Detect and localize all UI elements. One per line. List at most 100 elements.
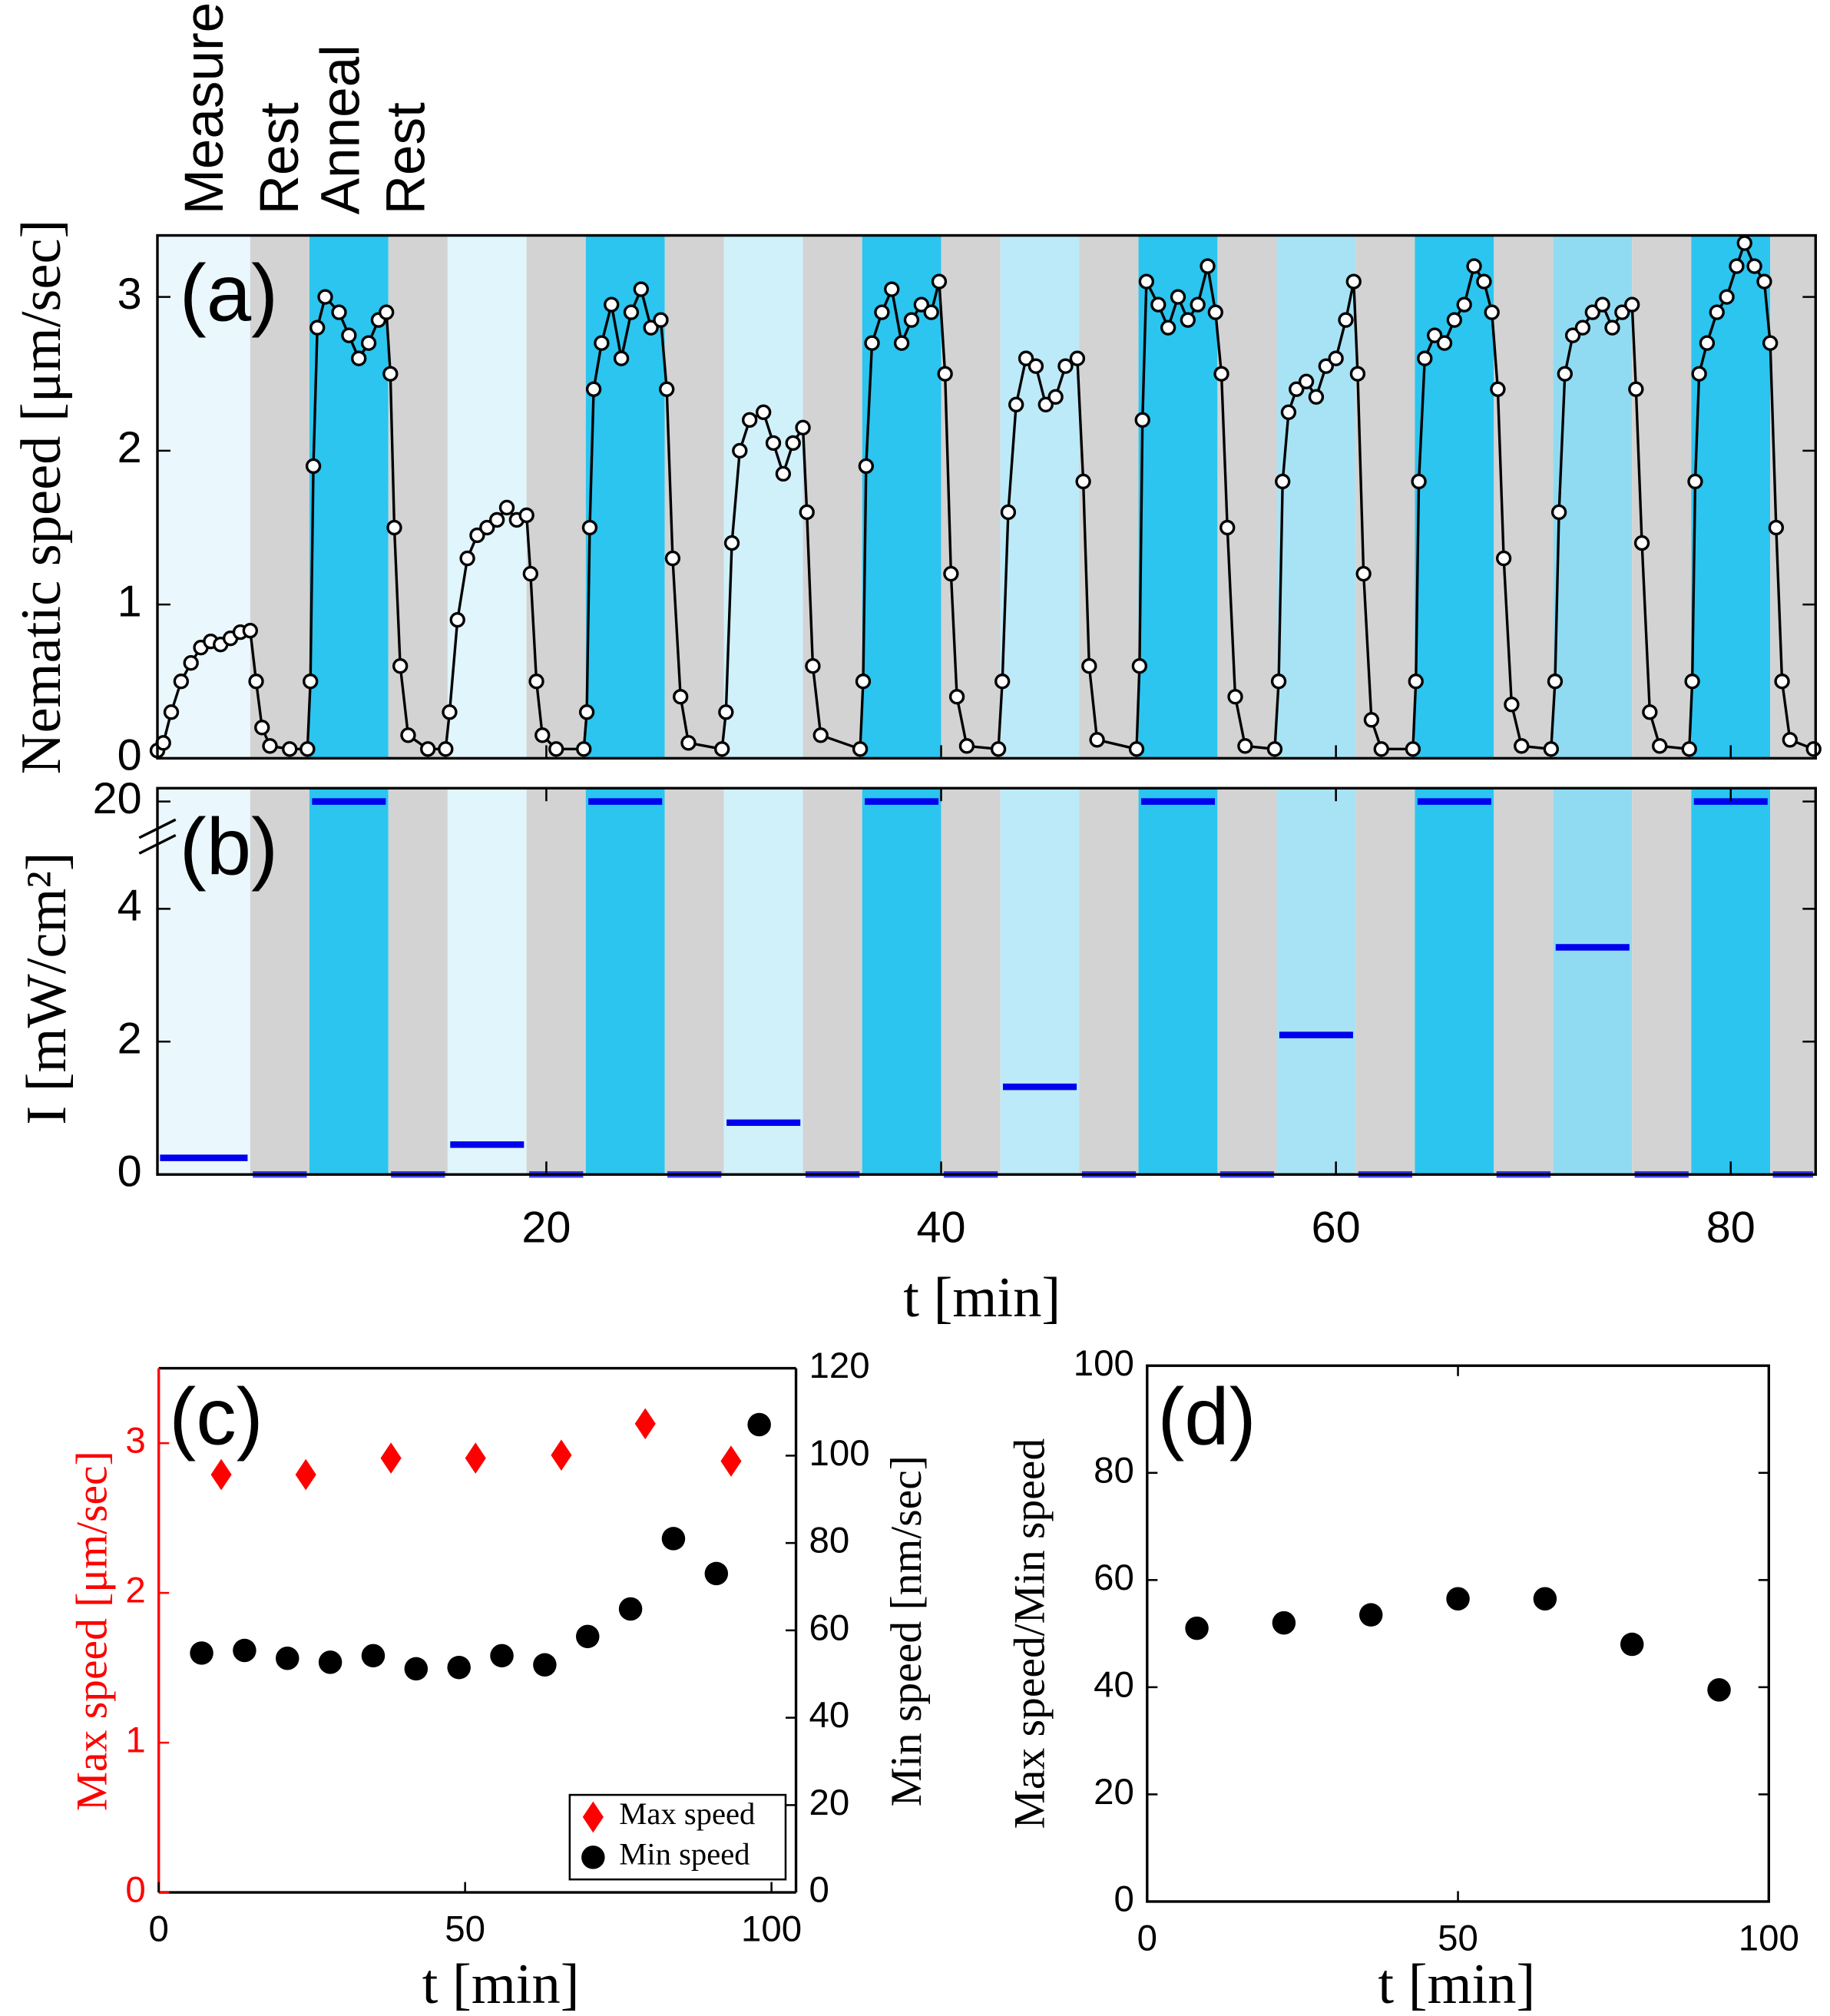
x-tick-label: 0 [149,1908,169,1949]
speed-point [420,741,436,757]
speed-point [1476,273,1492,290]
phase-label: Rest [376,102,436,214]
speed-point [1069,350,1086,366]
speed-point [1504,697,1520,713]
phase-band [1000,788,1080,1175]
speed-point [400,727,416,743]
y-tick-label: 40 [1094,1664,1134,1705]
phase-band [250,235,309,759]
speed-point [1604,319,1620,336]
ratio-point [1707,1678,1731,1702]
y-axis-label: Max speed [μm/sec] [68,1451,117,1811]
x-tick-label: 50 [1438,1918,1478,1958]
speed-point [1349,366,1366,382]
speed-point [858,458,875,475]
speed-point [852,741,869,757]
speed-point [254,720,270,736]
ratio-point [1620,1632,1644,1657]
speed-point [732,442,748,459]
speed-point [723,535,740,551]
speed-point [718,704,734,720]
speed-point [1446,312,1463,328]
speed-point [855,674,872,690]
speed-point [1270,674,1287,690]
x-axis-label: t [min] [903,1266,1061,1329]
speed-point [1614,304,1630,320]
speed-point [799,504,815,521]
speed-point [382,366,399,382]
speed-point [498,499,515,516]
phase-band [1079,788,1139,1175]
phase-band [1691,235,1771,759]
y-tick-label: 1 [125,1720,145,1761]
legend-label: Min speed [619,1837,750,1872]
speed-point [1150,296,1167,313]
speed-point [1746,258,1762,274]
phase-band [1276,788,1356,1175]
speed-point [1756,273,1772,290]
plot-frame [156,233,1817,760]
phase-band [1553,788,1633,1175]
speed-point [392,658,409,674]
circle-point [576,1624,600,1649]
panel-label: (a) [180,248,278,338]
x-tick-label: 50 [445,1908,485,1949]
speed-point [1057,358,1074,374]
y-tick-label: 2 [125,1571,145,1611]
y2-tick-label: 0 [809,1870,829,1911]
speed-point [1557,366,1573,382]
y-tick-label: 3 [125,1421,145,1462]
speed-point [351,350,367,366]
diamond-point [295,1458,316,1491]
speed-point [1028,358,1044,374]
phase-band [526,788,586,1175]
speed-point [1681,741,1697,757]
y-tick-label: 20 [93,774,142,823]
x-axis-label: t [min] [1378,1953,1535,2016]
speed-point [1213,366,1229,382]
speed-point [756,404,772,420]
speed-point [1427,327,1443,343]
y-axis-label: I [mW/cm²] [15,852,78,1124]
legend-box [568,1793,787,1881]
phase-band [802,235,862,759]
speed-point [309,319,326,336]
phase-band [1632,235,1692,759]
speed-point [1699,335,1716,351]
y-tick-label: 0 [1114,1879,1133,1919]
speed-point [765,435,782,452]
speed-point [893,335,910,351]
x-tick-label: 20 [521,1203,571,1252]
diamond-point [551,1439,572,1471]
speed-point [1280,404,1297,420]
speed-point [714,741,730,757]
speed-point [1490,381,1506,397]
speed-point [659,381,675,397]
speed-point [1408,674,1424,690]
y-tick-label: 2 [117,423,142,472]
phase-band [1138,788,1218,1175]
speed-point [1782,732,1799,748]
speed-point [1709,304,1725,320]
y-axis-label: Nematic speed [μm/sec] [10,220,73,775]
speed-point [1417,350,1433,366]
speed-point [488,511,505,528]
ratio-point [1358,1603,1383,1627]
speed-point [903,312,920,328]
y-tick-label: 60 [1094,1558,1134,1598]
speed-point [1624,296,1640,313]
speed-point [1363,712,1380,728]
phase-band [1415,788,1494,1175]
speed-point [874,304,890,320]
phase-band [447,788,527,1175]
speed-point [1075,473,1091,490]
speed-point [923,304,939,320]
speed-point [1266,741,1283,757]
speed-point [317,289,333,305]
speed-point [585,381,602,397]
ratio-point [1533,1587,1557,1610]
speed-point [1411,473,1427,490]
speed-point [1514,738,1530,754]
speed-point [1089,732,1105,748]
circle-point [661,1527,686,1551]
